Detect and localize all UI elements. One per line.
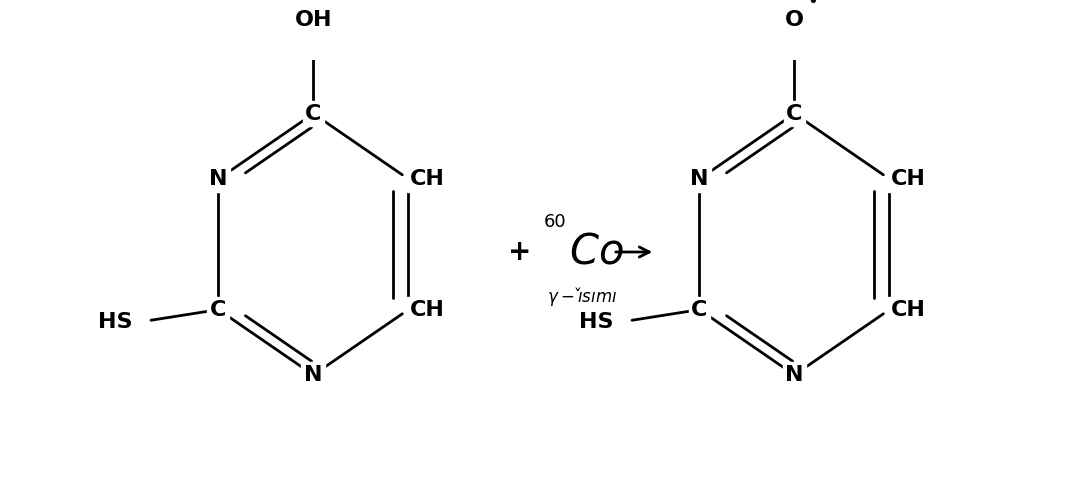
Text: N: N — [785, 365, 804, 385]
Text: N: N — [304, 365, 322, 385]
Text: 60: 60 — [543, 213, 566, 231]
Text: N: N — [690, 169, 709, 189]
Text: CH: CH — [891, 299, 926, 320]
Text: +: + — [509, 238, 531, 266]
Text: •: • — [808, 0, 818, 11]
Text: C: C — [786, 104, 803, 124]
Text: O: O — [785, 9, 804, 29]
Text: HS: HS — [98, 312, 132, 332]
Text: $\it{Co}$: $\it{Co}$ — [570, 231, 624, 273]
Text: C: C — [210, 299, 227, 320]
Text: C: C — [692, 299, 708, 320]
Text: N: N — [209, 169, 228, 189]
Text: C: C — [305, 104, 321, 124]
Text: HS: HS — [578, 312, 613, 332]
Text: CH: CH — [409, 169, 444, 189]
Text: $\gamma - \imath\check{s}\imath m\imath$: $\gamma - \imath\check{s}\imath m\imath$ — [547, 284, 616, 308]
Text: CH: CH — [891, 169, 926, 189]
Text: CH: CH — [409, 299, 444, 320]
Text: OH: OH — [295, 9, 332, 29]
